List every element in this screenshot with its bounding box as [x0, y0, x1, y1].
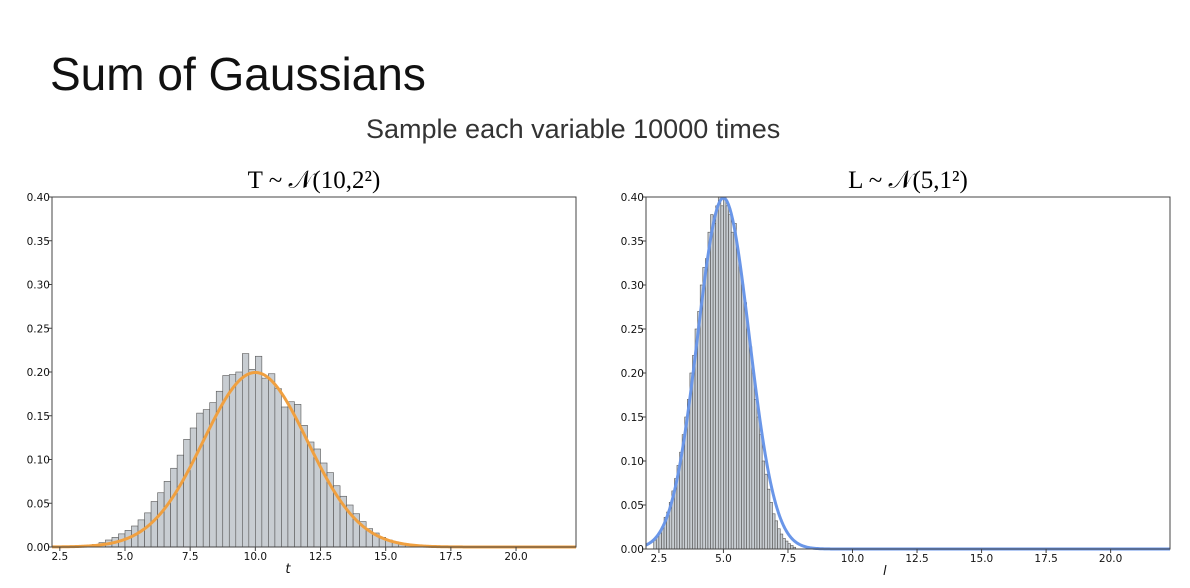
chart-l-xtick-label: 5.0	[715, 553, 732, 565]
chart-l-bar	[746, 328, 750, 550]
chart-t-xaxis-label: t	[285, 562, 291, 577]
chart-t-ytick-label: 0.25	[27, 323, 50, 335]
chart-l-bar	[707, 231, 711, 550]
chart-l-title: L ~ 𝒩(5,1²)	[848, 167, 968, 194]
chart-l-xtick-label: 12.5	[905, 553, 928, 565]
chart-t-ytick-label: 0.15	[27, 411, 50, 423]
chart-t-xtick-label: 2.5	[51, 551, 68, 563]
chart-t-ytick-label: 0.35	[27, 236, 50, 248]
chart-l-bar	[733, 223, 737, 550]
chart-l-bar	[725, 205, 729, 550]
chart-l-bar	[715, 205, 719, 550]
chart-t-ytick-label: 0.05	[27, 498, 50, 510]
chart-l-ytick-label: 0.35	[621, 236, 644, 248]
chart-l-bar	[699, 284, 704, 550]
chart-l-bar	[736, 249, 740, 550]
chart-l-xtick-label: 7.5	[780, 553, 797, 565]
chart-l-bar	[772, 513, 776, 550]
chart-l-bar	[751, 372, 755, 550]
chart-l-xtick-label: 17.5	[1034, 553, 1057, 565]
chart-l-bar	[741, 284, 745, 550]
chart-l-ytick-label: 0.00	[621, 544, 644, 556]
chart-t-xtick-label: 5.0	[117, 551, 134, 563]
chart-t-ytick-label: 0.20	[27, 367, 50, 379]
chart-t-ytick-label: 0.40	[27, 192, 50, 204]
chart-l-bar	[767, 488, 771, 550]
chart-t-xtick-label: 7.5	[182, 551, 199, 563]
chart-l-ytick-label: 0.20	[621, 368, 644, 380]
chart-l-bar	[710, 214, 714, 550]
chart-l-bar	[756, 416, 760, 550]
chart-t-xtick-label: 12.5	[309, 551, 332, 563]
chart-t-xtick-label: 20.0	[504, 551, 527, 563]
chart-l-bar	[717, 196, 722, 550]
chart-l-xtick-label: 15.0	[970, 553, 993, 565]
chart-l-ytick-label: 0.25	[621, 324, 644, 336]
chart-t-xtick-label: 17.5	[439, 551, 462, 563]
chart-l-ytick-label: 0.15	[621, 412, 644, 424]
chart-l-bar	[779, 533, 784, 550]
chart-l-bar	[720, 205, 724, 550]
chart-l-bar	[748, 346, 753, 550]
histogram-chart-t: T ~ 𝒩(10,2²) 0.00 0.05 0.10 0.15 0.20 0.25 0.30…	[27, 167, 577, 577]
chart-t-title: T ~ 𝒩(10,2²)	[248, 167, 381, 194]
chart-l-bar	[754, 399, 758, 550]
chart-l-bar	[790, 545, 794, 550]
chart-l-bar	[764, 473, 768, 550]
chart-t-xtick-label: 10.0	[244, 551, 267, 563]
chart-t-ytick-label: 0.10	[27, 455, 50, 467]
chart-l-bar	[697, 311, 701, 550]
chart-l-bar	[769, 502, 773, 550]
chart-l-bar	[653, 539, 657, 550]
chart-t-ytick-label: 0.30	[27, 280, 50, 292]
chart-l-bar	[738, 267, 742, 550]
chart-l-xaxis-label: l	[883, 564, 887, 579]
chart-l-xtick-label: 2.5	[651, 553, 668, 565]
chart-l-bar	[705, 258, 709, 550]
chart-l-bar	[759, 434, 763, 550]
chart-l-bar	[728, 214, 732, 550]
chart-l-xtick-label: 20.0	[1099, 553, 1122, 565]
chart-l-bar	[702, 267, 706, 550]
chart-l-xtick-label: 10.0	[841, 553, 864, 565]
chart-l-ytick-label: 0.10	[621, 456, 644, 468]
chart-t-xtick-label: 15.0	[374, 551, 397, 563]
chart-l-bar	[730, 231, 735, 550]
chart-l-ytick-label: 0.30	[621, 280, 644, 292]
slide-subtitle: Sample each variable 10000 times	[366, 114, 781, 144]
chart-l-bar	[777, 528, 781, 550]
chart-l-bar	[712, 223, 716, 550]
chart-l-bar	[723, 196, 727, 550]
chart-t-ytick-label: 0.00	[27, 542, 50, 554]
slide-title: Sum of Gaussians	[50, 48, 426, 100]
chart-l-bar	[782, 538, 786, 550]
chart-l-bar	[743, 302, 747, 550]
chart-l-ytick-label: 0.40	[621, 192, 644, 204]
chart-l-bar	[761, 460, 766, 550]
chart-l-ytick-label: 0.05	[621, 500, 644, 512]
chart-l-bar	[785, 540, 789, 550]
chart-l-bar	[787, 543, 791, 550]
chart-l-bar	[774, 520, 778, 550]
